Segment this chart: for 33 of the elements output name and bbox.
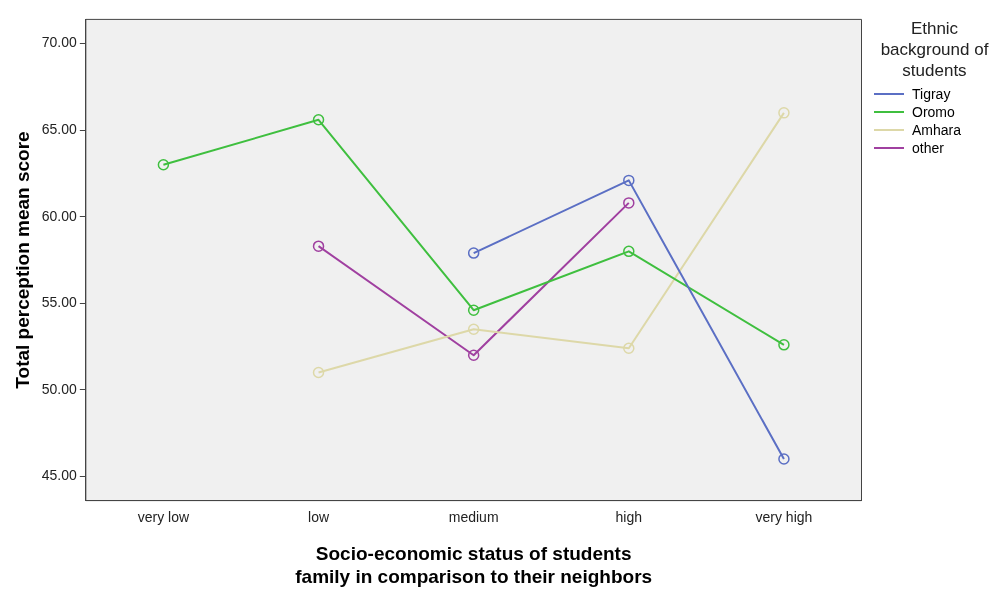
y-tick-label: 50.00	[41, 380, 78, 397]
y-tick-label: 60.00	[41, 207, 78, 224]
point	[623, 342, 635, 355]
y-tick-label: 65.00	[41, 121, 78, 138]
point	[623, 197, 635, 209]
x-tick-label: medium	[448, 508, 499, 525]
legend-title: Ethnic background of students	[879, 18, 990, 81]
point	[157, 159, 170, 171]
legend-label: Amhara	[912, 121, 962, 139]
point	[312, 240, 325, 252]
y-tick-label: 55.00	[41, 294, 78, 311]
x-axis-title: Socio-economic status of students family in comparison to their neighbors	[295, 543, 653, 587]
point	[623, 245, 635, 258]
point	[467, 304, 480, 316]
x-tick-label: low	[308, 508, 330, 525]
point	[312, 114, 325, 126]
point	[778, 107, 790, 119]
legend-label: Tigray	[912, 85, 951, 103]
point	[312, 366, 325, 379]
point	[778, 453, 790, 465]
y-tick-label: 70.00	[41, 34, 78, 51]
x-tick-label: very low	[137, 508, 190, 525]
point	[623, 174, 635, 187]
point	[778, 339, 790, 351]
x-tick-label: high	[615, 508, 643, 525]
legend-label: other	[912, 139, 944, 157]
y-tick-label: 45.00	[41, 467, 78, 484]
x-tick-label: very high	[755, 508, 813, 525]
point	[467, 323, 480, 335]
legend-label: Oromo	[912, 103, 955, 121]
y-axis-title: Total perception mean score	[11, 131, 33, 389]
point	[467, 247, 480, 259]
point	[467, 349, 480, 361]
